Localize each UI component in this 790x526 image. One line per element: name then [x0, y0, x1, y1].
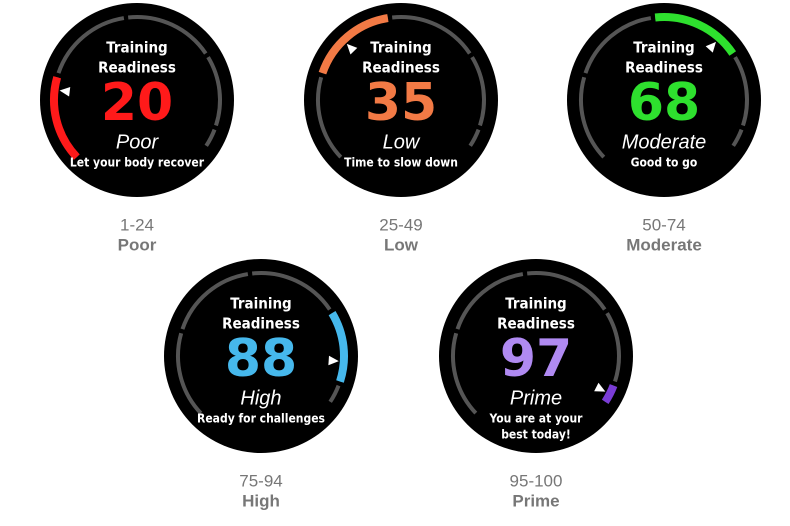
message: Time to slow down: [344, 156, 458, 170]
gauge-track: [251, 271, 332, 311]
title: Readiness: [222, 315, 300, 333]
face-background: [40, 3, 234, 197]
gauge-track: [56, 16, 125, 74]
title: Readiness: [98, 59, 176, 77]
score: 35: [365, 73, 437, 133]
level: Low: [383, 131, 421, 153]
gauge-active-arc: [328, 311, 348, 383]
range: 1-24: [120, 215, 154, 234]
gauge-track: [391, 15, 472, 55]
range: 75-94: [239, 471, 282, 490]
score: 68: [628, 73, 700, 133]
gauge-active-arc: [318, 14, 389, 75]
gauge-track: [731, 128, 744, 147]
gauge-track: [204, 128, 217, 147]
gauge-track: [583, 16, 652, 74]
range-label: Moderate: [626, 235, 702, 254]
score: 97: [500, 329, 572, 389]
message: Let your body recover: [70, 156, 205, 170]
score-marker: [346, 43, 358, 55]
face-background: [439, 259, 633, 453]
range-label: Poor: [118, 235, 157, 254]
gauge-track: [733, 56, 749, 127]
title: Training: [633, 39, 694, 57]
face-background: [164, 259, 358, 453]
score-marker: [328, 355, 339, 366]
score-marker: [59, 87, 71, 97]
gauge-track: [176, 332, 203, 415]
range-label: Low: [384, 235, 419, 254]
gauge-track: [127, 15, 208, 55]
gauge-active-arc: [601, 384, 618, 405]
level: Prime: [510, 387, 562, 409]
message: Good to go: [631, 156, 698, 170]
gauge-track: [470, 56, 486, 127]
range: 50-74: [642, 215, 685, 234]
level: Poor: [116, 131, 160, 153]
score: 20: [101, 73, 173, 133]
gauge-track: [579, 76, 606, 159]
score-marker: [705, 41, 716, 53]
gauge-active-arc: [654, 13, 737, 56]
title: Training: [505, 295, 566, 313]
message: Ready for challenges: [197, 412, 325, 426]
range: 95-100: [510, 471, 563, 490]
range-label: Prime: [512, 491, 559, 510]
title: Readiness: [362, 59, 440, 77]
gauge-track: [316, 76, 343, 159]
gauge-track: [526, 271, 607, 311]
gauge-active-arc: [50, 76, 80, 160]
score: 88: [225, 329, 297, 389]
title: Training: [230, 295, 291, 313]
score-marker: [594, 382, 606, 392]
range: 25-49: [379, 215, 422, 234]
gauge-track: [455, 272, 524, 330]
title: Training: [370, 39, 431, 57]
title: Training: [106, 39, 167, 57]
gauge-track: [605, 312, 621, 383]
gauge-track: [328, 384, 341, 403]
gauge-track: [180, 272, 249, 330]
level: Moderate: [622, 131, 707, 153]
gauge-track: [206, 56, 222, 127]
message: You are at your: [489, 412, 584, 426]
level: High: [240, 387, 281, 409]
message: best today!: [501, 428, 571, 442]
title: Readiness: [625, 59, 703, 77]
range-label: High: [242, 491, 280, 510]
title: Readiness: [497, 315, 575, 333]
gauge-track: [468, 128, 481, 147]
gauge-track: [451, 332, 478, 415]
